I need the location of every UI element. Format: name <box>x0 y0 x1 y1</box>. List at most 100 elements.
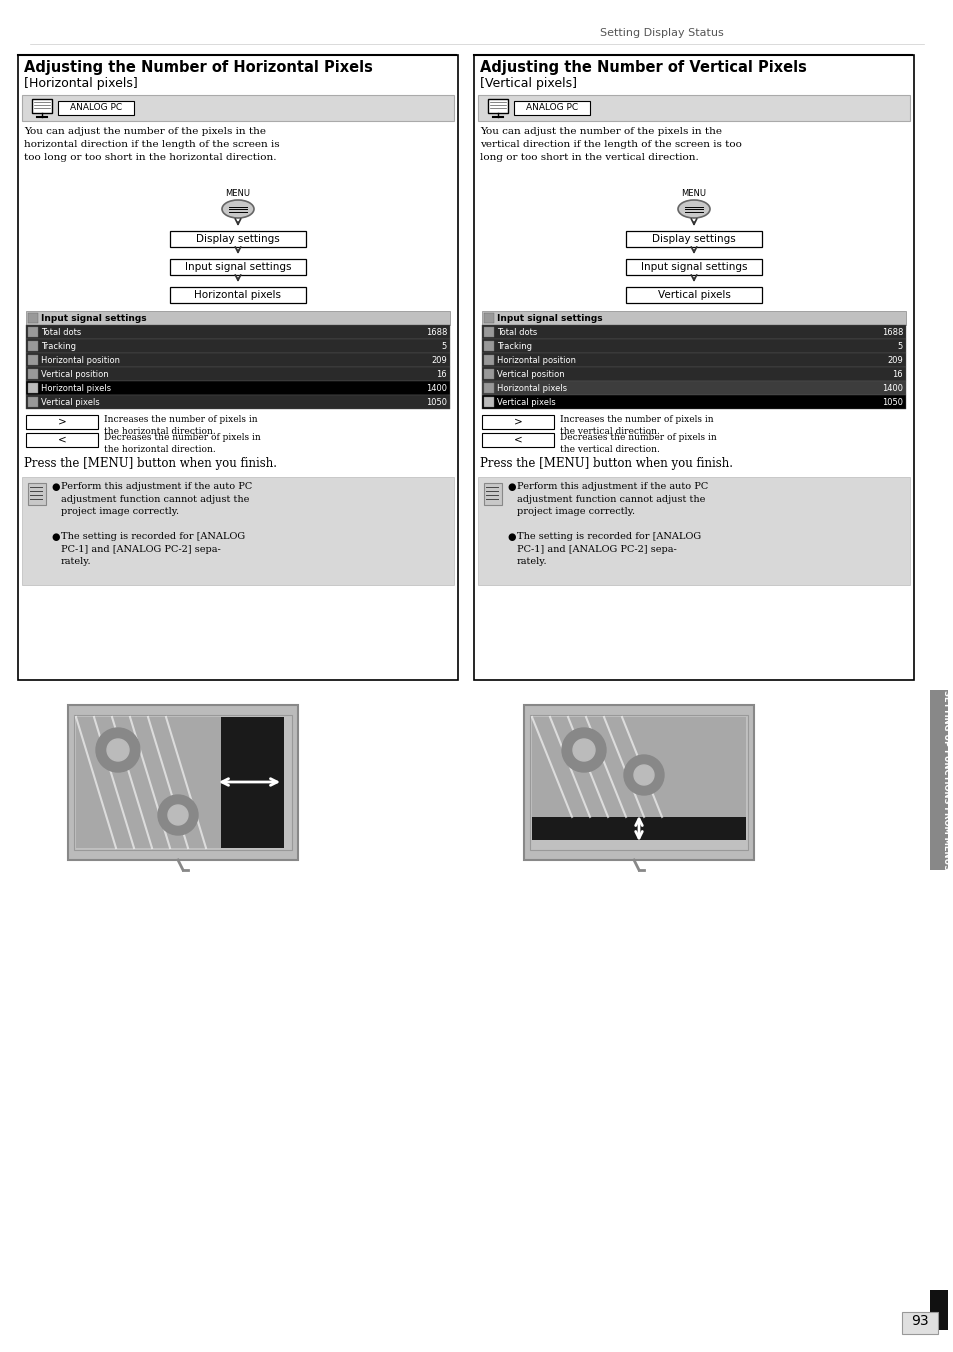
Bar <box>481 353 905 366</box>
Bar <box>481 366 905 381</box>
Text: Vertical pixels: Vertical pixels <box>41 397 100 407</box>
Text: Input signal settings: Input signal settings <box>41 314 147 323</box>
Text: The setting is recorded for [ANALOG
PC-1] and [ANALOG PC-2] sepa-
rately.: The setting is recorded for [ANALOG PC-1… <box>61 531 245 566</box>
Text: ANALOG PC: ANALOG PC <box>70 103 122 112</box>
Bar <box>481 395 905 410</box>
Text: You can adjust the number of the pixels in the
horizontal direction if the lengt: You can adjust the number of the pixels … <box>24 127 279 162</box>
Bar <box>26 395 450 410</box>
Bar <box>76 717 221 848</box>
Bar <box>26 324 450 339</box>
Text: ●: ● <box>51 483 59 492</box>
Text: Horizontal position: Horizontal position <box>497 356 576 365</box>
Circle shape <box>107 740 129 761</box>
Bar <box>483 327 494 337</box>
Text: 1688: 1688 <box>425 329 447 337</box>
Bar <box>170 231 306 247</box>
Bar <box>477 95 909 120</box>
Text: 1400: 1400 <box>882 384 902 393</box>
Text: <: < <box>57 435 67 445</box>
Text: Horizontal pixels: Horizontal pixels <box>497 384 566 393</box>
Bar <box>481 381 905 395</box>
Text: 16: 16 <box>436 370 447 379</box>
Text: Input signal settings: Input signal settings <box>640 262 746 272</box>
Text: Adjusting the Number of Horizontal Pixels: Adjusting the Number of Horizontal Pixel… <box>24 59 373 74</box>
Text: 93: 93 <box>910 1314 928 1328</box>
Bar <box>625 231 761 247</box>
Text: ●: ● <box>506 483 515 492</box>
Bar <box>26 339 450 353</box>
Text: Display settings: Display settings <box>652 234 735 243</box>
Circle shape <box>634 765 654 786</box>
Text: The setting is recorded for [ANALOG
PC-1] and [ANALOG PC-2] sepa-
rately.: The setting is recorded for [ANALOG PC-1… <box>517 531 700 566</box>
Text: Perform this adjustment if the auto PC
adjustment function cannot adjust the
pro: Perform this adjustment if the auto PC a… <box>61 483 252 516</box>
Bar <box>483 369 494 379</box>
Bar <box>22 477 454 585</box>
Text: Vertical position: Vertical position <box>41 370 109 379</box>
Text: 5: 5 <box>441 342 447 352</box>
Bar <box>901 1311 937 1334</box>
Text: ●: ● <box>506 531 515 542</box>
Bar <box>32 99 52 114</box>
Text: [Vertical pixels]: [Vertical pixels] <box>479 77 577 91</box>
Bar <box>170 260 306 274</box>
Circle shape <box>158 795 198 836</box>
Circle shape <box>561 727 605 772</box>
Bar <box>28 369 38 379</box>
Bar <box>68 704 297 860</box>
Bar <box>18 55 457 680</box>
Ellipse shape <box>222 200 253 218</box>
Bar <box>26 366 450 381</box>
Bar <box>26 415 98 429</box>
Bar <box>28 483 46 506</box>
Bar <box>625 287 761 303</box>
Bar <box>221 717 284 848</box>
Text: Total dots: Total dots <box>41 329 81 337</box>
Text: MENU: MENU <box>680 189 706 197</box>
Text: [Horizontal pixels]: [Horizontal pixels] <box>24 77 137 91</box>
Bar <box>532 717 745 817</box>
Circle shape <box>168 804 188 825</box>
Bar <box>488 99 507 114</box>
Bar <box>483 341 494 352</box>
Text: Horizontal pixels: Horizontal pixels <box>41 384 111 393</box>
Bar <box>28 314 38 323</box>
Text: You can adjust the number of the pixels in the
vertical direction if the length : You can adjust the number of the pixels … <box>479 127 741 162</box>
Text: MENU: MENU <box>225 189 251 197</box>
Ellipse shape <box>678 200 709 218</box>
Bar <box>483 314 494 323</box>
Bar <box>532 817 745 840</box>
Text: Increases the number of pixels in
the horizontal direction.: Increases the number of pixels in the ho… <box>104 415 257 437</box>
Bar <box>28 341 38 352</box>
Text: 1400: 1400 <box>426 384 447 393</box>
Text: SETTING UP FUNCTIONS FROM MENUS: SETTING UP FUNCTIONS FROM MENUS <box>942 690 950 871</box>
Bar <box>483 356 494 365</box>
Bar <box>28 327 38 337</box>
Text: >: > <box>57 416 67 427</box>
Bar <box>514 101 589 115</box>
Text: Tracking: Tracking <box>41 342 76 352</box>
Text: Adjusting the Number of Vertical Pixels: Adjusting the Number of Vertical Pixels <box>479 59 806 74</box>
Bar <box>481 339 905 353</box>
Circle shape <box>573 740 595 761</box>
Bar <box>481 311 905 324</box>
Bar <box>481 433 554 448</box>
Bar <box>481 415 554 429</box>
Text: 1050: 1050 <box>426 397 447 407</box>
Bar <box>28 356 38 365</box>
Text: Total dots: Total dots <box>497 329 537 337</box>
Text: 16: 16 <box>891 370 902 379</box>
Text: Increases the number of pixels in
the vertical direction.: Increases the number of pixels in the ve… <box>559 415 713 437</box>
Bar <box>170 287 306 303</box>
Text: 209: 209 <box>886 356 902 365</box>
Bar <box>26 381 450 395</box>
Text: Perform this adjustment if the auto PC
adjustment function cannot adjust the
pro: Perform this adjustment if the auto PC a… <box>517 483 707 516</box>
Text: ●: ● <box>51 531 59 542</box>
Bar <box>26 311 450 324</box>
Circle shape <box>96 727 140 772</box>
Text: Setting Display Status: Setting Display Status <box>599 28 723 38</box>
Bar <box>58 101 133 115</box>
Text: Decreases the number of pixels in
the horizontal direction.: Decreases the number of pixels in the ho… <box>104 433 260 454</box>
Text: 209: 209 <box>431 356 447 365</box>
Text: Press the [MENU] button when you finish.: Press the [MENU] button when you finish. <box>24 457 276 470</box>
Text: Vertical pixels: Vertical pixels <box>497 397 556 407</box>
